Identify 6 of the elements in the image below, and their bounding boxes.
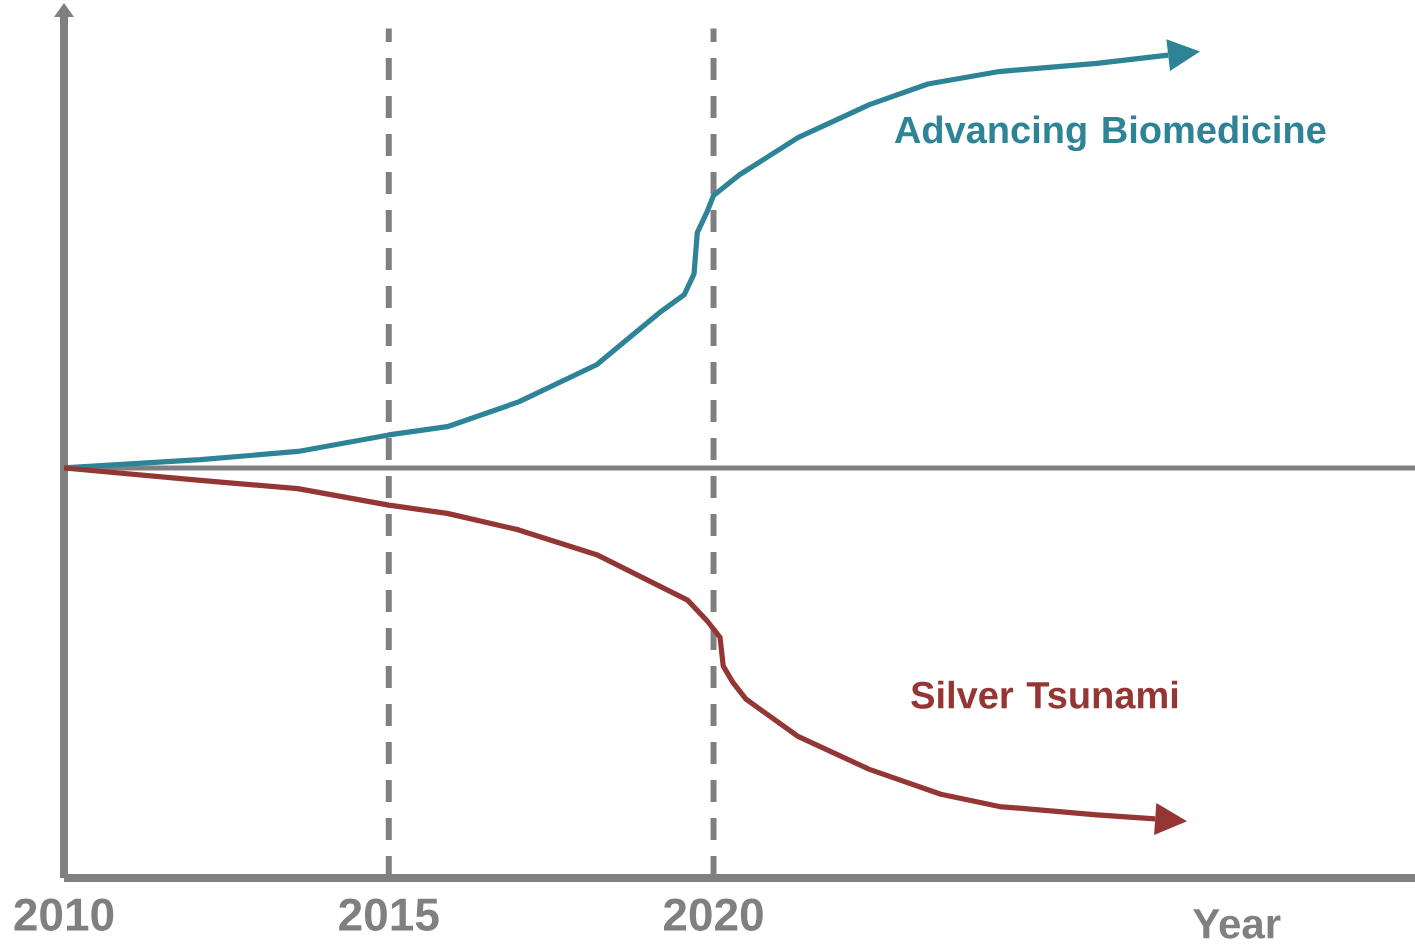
x-tick-label: 2015 [339,898,439,931]
x-tick-label: 2010 [14,898,114,931]
legend-label: Advancing Biomedicine [894,115,1326,152]
x-axis-title: Year [1193,909,1281,939]
x-tick-label: 2020 [663,898,763,931]
series-label: Silver Tsunami [911,680,1178,709]
